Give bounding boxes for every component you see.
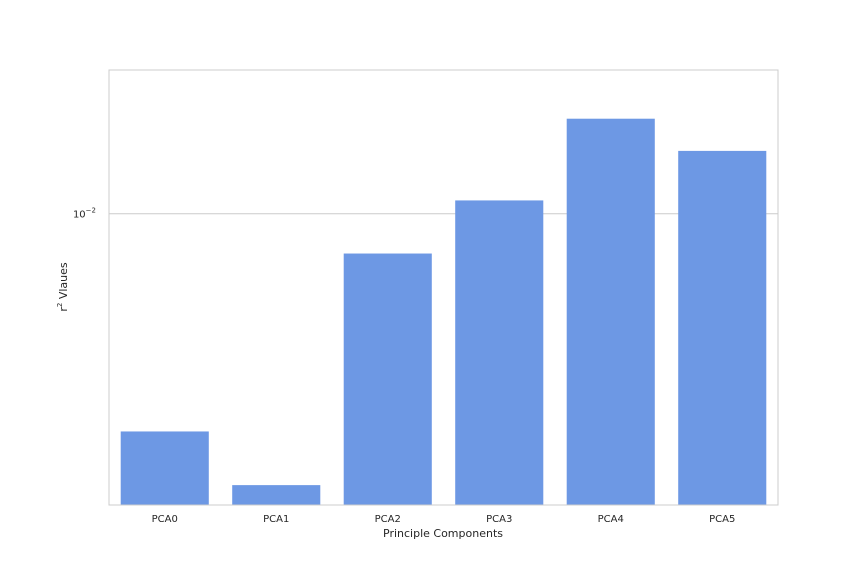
bar-pca1 (232, 485, 321, 505)
bar-pca5 (678, 150, 767, 505)
y-axis-label-rest: Vlaues (57, 262, 70, 303)
plot-frame (108, 69, 779, 506)
y-tick-base: 10 (73, 210, 86, 221)
bar-pca0 (120, 431, 209, 505)
x-tick-label: PCA3 (486, 514, 512, 525)
bar-pca2 (343, 253, 432, 505)
x-axis-label: Principle Components (383, 527, 503, 540)
y-axis-label-base: r (57, 307, 70, 312)
x-tick-label: PCA4 (598, 514, 624, 525)
x-tick-label: PCA2 (375, 514, 401, 525)
x-tick-label: PCA5 (709, 514, 735, 525)
y-axis-label-sup: 2 (56, 303, 64, 307)
bar-layer (120, 118, 767, 506)
y-tick-label: 10−2 (73, 207, 96, 221)
y-axis-label: r2 Vlaues (56, 262, 70, 312)
plot-background (109, 70, 778, 505)
x-tick-label: PCA1 (263, 514, 289, 525)
x-tick-label: PCA0 (152, 514, 178, 525)
y-tick-labels: 10−2 (73, 207, 96, 221)
bar-pca3 (455, 200, 544, 505)
x-tick-labels: PCA0 PCA1 PCA2 PCA3 PCA4 PCA5 (152, 514, 736, 525)
bar-pca4 (566, 118, 655, 506)
y-tick-exponent: −2 (86, 207, 96, 215)
